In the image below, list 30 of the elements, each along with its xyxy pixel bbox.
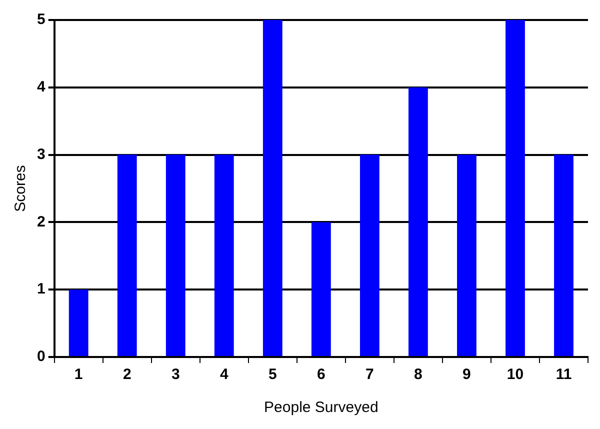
y-tick-label: 3 bbox=[37, 146, 46, 163]
x-tick-label: 2 bbox=[122, 366, 132, 384]
x-axis-title: People Surveyed bbox=[264, 399, 378, 416]
y-tick-label: 4 bbox=[37, 78, 46, 96]
bar bbox=[262, 20, 282, 356]
x-tick-label: 7 bbox=[366, 366, 374, 384]
x-tick-label: 10 bbox=[506, 366, 524, 384]
bar bbox=[554, 154, 574, 356]
x-tick-label: 5 bbox=[268, 366, 277, 384]
x-tick-label: 6 bbox=[317, 366, 326, 384]
y-tick-label: 0 bbox=[37, 348, 46, 366]
y-tick-label: 2 bbox=[37, 213, 46, 230]
bar bbox=[166, 154, 186, 356]
bar bbox=[360, 154, 380, 356]
bar bbox=[68, 290, 88, 356]
x-tick-label: 3 bbox=[171, 366, 180, 384]
x-tick-label: 8 bbox=[414, 366, 422, 384]
x-tick-label: 9 bbox=[462, 366, 471, 384]
x-tick-label: 4 bbox=[220, 366, 229, 384]
bar bbox=[408, 87, 428, 356]
y-axis-title: Scores bbox=[12, 165, 30, 212]
x-tick-label: 1 bbox=[74, 366, 83, 384]
bar bbox=[311, 222, 331, 356]
bar bbox=[214, 154, 234, 356]
y-tick-label: 1 bbox=[37, 280, 46, 298]
x-tick-label: 11 bbox=[556, 366, 572, 384]
bar bbox=[457, 154, 476, 356]
bar bbox=[117, 154, 137, 356]
y-tick-label: 5 bbox=[37, 11, 46, 28]
bar bbox=[506, 20, 525, 356]
